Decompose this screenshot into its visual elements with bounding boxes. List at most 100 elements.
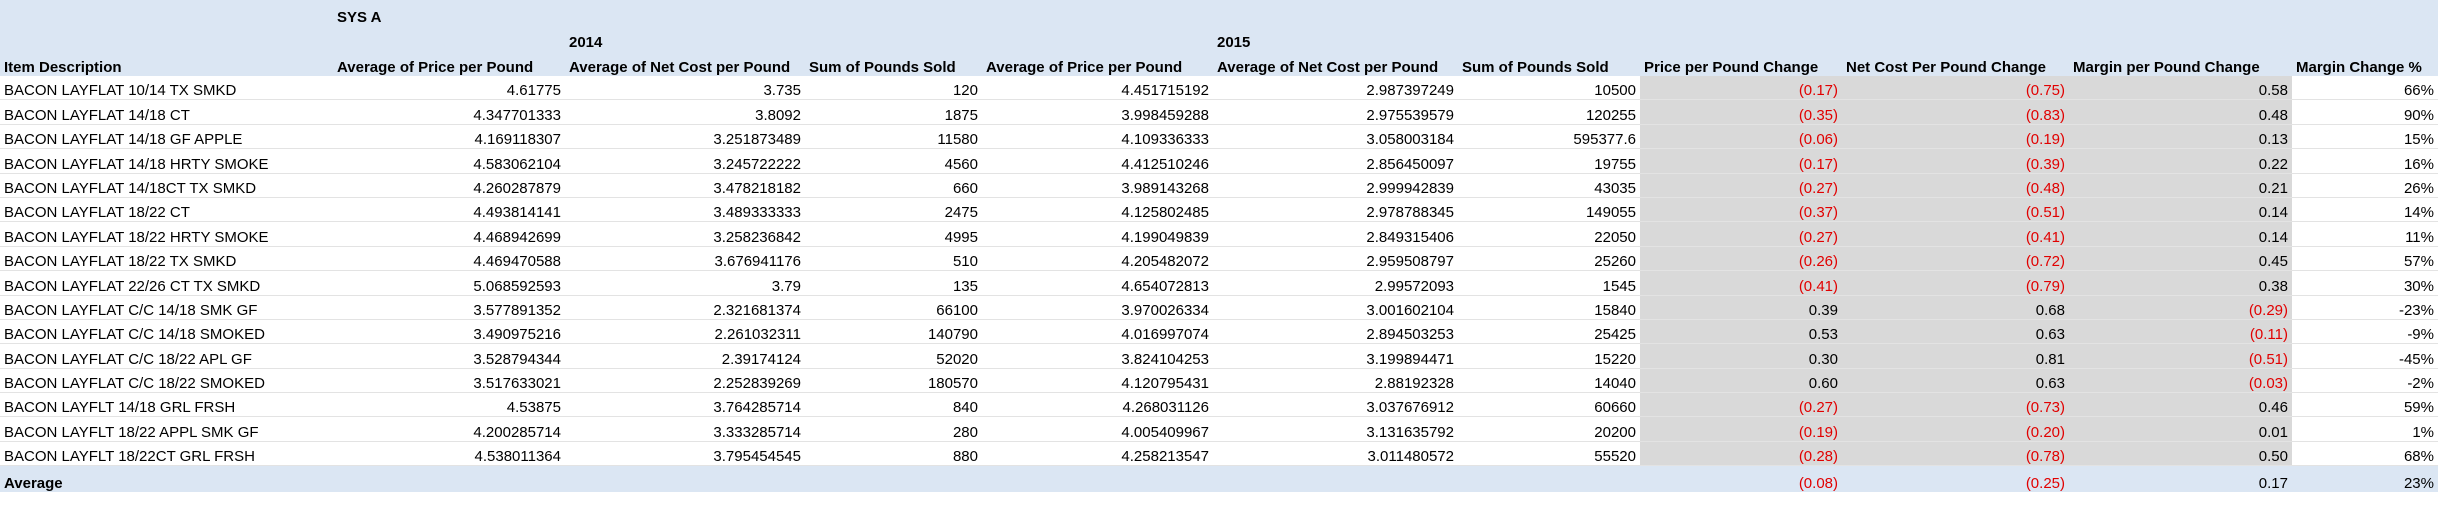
cell-2014-net-cost[interactable]: 2.321681374 [565, 295, 805, 320]
cell-2015-net-cost[interactable]: 2.99572093 [1213, 270, 1458, 296]
cell-margin-change[interactable]: 0.13 [2069, 124, 2292, 150]
cell-2015-price[interactable]: 4.205482072 [982, 246, 1213, 272]
cell-item-description[interactable]: BACON LAYFLT 18/22CT GRL FRSH [0, 441, 333, 467]
cell-item-description[interactable]: BACON LAYFLAT C/C 14/18 SMOKED [0, 319, 333, 345]
cell-margin-pct[interactable]: 1% [2292, 416, 2438, 442]
average-margin-pct[interactable]: 23% [2292, 465, 2438, 493]
cell-cost-change[interactable]: (0.39) [1842, 148, 2069, 174]
cell-margin-pct[interactable]: 15% [2292, 124, 2438, 150]
average-margin-change[interactable]: 0.17 [2069, 465, 2292, 493]
cell-margin-pct[interactable]: 59% [2292, 392, 2438, 418]
cell-2015-net-cost[interactable]: 2.987397249 [1213, 76, 1458, 101]
cell-margin-pct[interactable]: 68% [2292, 441, 2438, 467]
cell-2015-net-cost[interactable]: 2.999942839 [1213, 173, 1458, 198]
cell-margin-change[interactable]: 0.38 [2069, 270, 2292, 296]
cell-margin-pct[interactable]: 11% [2292, 221, 2438, 247]
cell-margin-pct[interactable]: 66% [2292, 76, 2438, 101]
cell-2015-price[interactable]: 4.412510246 [982, 148, 1213, 174]
cell-2015-net-cost[interactable]: 3.037676912 [1213, 392, 1458, 418]
cell-2014-pounds[interactable]: 510 [805, 246, 982, 272]
cell-margin-pct[interactable]: 16% [2292, 148, 2438, 174]
cell-cost-change[interactable]: (0.20) [1842, 416, 2069, 442]
average-price-change[interactable]: (0.08) [1640, 465, 1842, 493]
cell-margin-change[interactable]: 0.01 [2069, 416, 2292, 442]
cell-margin-pct[interactable]: -2% [2292, 368, 2438, 394]
cell-cost-change[interactable]: 0.63 [1842, 368, 2069, 394]
cell-item-description[interactable]: BACON LAYFLT 14/18 GRL FRSH [0, 392, 333, 418]
cell-margin-change[interactable]: (0.51) [2069, 343, 2292, 369]
cell-2015-pounds[interactable]: 43035 [1458, 173, 1640, 198]
cell-item-description[interactable]: BACON LAYFLAT 14/18 GF APPLE [0, 124, 333, 150]
column-header[interactable]: Margin Change % [2292, 51, 2438, 76]
cell-cost-change[interactable]: (0.78) [1842, 441, 2069, 467]
cell-cost-change[interactable]: (0.83) [1842, 99, 2069, 125]
year-2014-label[interactable]: 2014 [565, 26, 805, 51]
cell-2015-net-cost[interactable]: 2.978788345 [1213, 197, 1458, 223]
cell-margin-pct[interactable]: 90% [2292, 99, 2438, 125]
column-header[interactable]: Average of Net Cost per Pound [565, 51, 805, 76]
cell-item-description[interactable]: BACON LAYFLAT 14/18CT TX SMKD [0, 173, 333, 198]
cell-price-change[interactable]: (0.27) [1640, 392, 1842, 418]
cell-2014-net-cost[interactable]: 2.39174124 [565, 343, 805, 369]
cell-2014-pounds[interactable]: 120 [805, 76, 982, 101]
cell-cost-change[interactable]: 0.68 [1842, 295, 2069, 320]
cell-2014-price[interactable]: 3.490975216 [333, 319, 565, 345]
cell-2015-net-cost[interactable]: 2.959508797 [1213, 246, 1458, 272]
cell-2014-price[interactable]: 3.577891352 [333, 295, 565, 320]
cell-2014-pounds[interactable]: 66100 [805, 295, 982, 320]
cell-2015-net-cost[interactable]: 2.856450097 [1213, 148, 1458, 174]
cell-2014-price[interactable]: 4.53875 [333, 392, 565, 418]
cell-item-description[interactable]: BACON LAYFLAT 14/18 CT [0, 99, 333, 125]
cell-margin-pct[interactable]: -45% [2292, 343, 2438, 369]
cell-2014-pounds[interactable]: 52020 [805, 343, 982, 369]
cell-2014-price[interactable]: 4.583062104 [333, 148, 565, 174]
column-header[interactable]: Price per Pound Change [1640, 51, 1842, 76]
cell-2014-net-cost[interactable]: 3.251873489 [565, 124, 805, 150]
cell-2015-price[interactable]: 4.258213547 [982, 441, 1213, 467]
cell-2014-pounds[interactable]: 4560 [805, 148, 982, 174]
cell-2015-price[interactable]: 4.268031126 [982, 392, 1213, 418]
cell-2014-pounds[interactable]: 135 [805, 270, 982, 296]
cell-2014-pounds[interactable]: 660 [805, 173, 982, 198]
cell-2015-price[interactable]: 4.199049839 [982, 221, 1213, 247]
cell-margin-change[interactable]: 0.14 [2069, 221, 2292, 247]
cell-2015-pounds[interactable]: 25425 [1458, 319, 1640, 345]
cell-item-description[interactable]: BACON LAYFLAT C/C 18/22 APL GF [0, 343, 333, 369]
cell-2015-pounds[interactable]: 19755 [1458, 148, 1640, 174]
cell-2014-pounds[interactable]: 140790 [805, 319, 982, 345]
cell-2015-price[interactable]: 4.451715192 [982, 76, 1213, 101]
cell-2015-price[interactable]: 3.989143268 [982, 173, 1213, 198]
cell-item-description[interactable]: BACON LAYFLAT 22/26 CT TX SMKD [0, 270, 333, 296]
cell-margin-change[interactable]: (0.03) [2069, 368, 2292, 394]
cell-margin-change[interactable]: 0.46 [2069, 392, 2292, 418]
cell-item-description[interactable]: BACON LAYFLAT 10/14 TX SMKD [0, 76, 333, 101]
cell-2014-price[interactable]: 4.469470588 [333, 246, 565, 272]
cell-2015-pounds[interactable]: 1545 [1458, 270, 1640, 296]
cell-2015-pounds[interactable]: 10500 [1458, 76, 1640, 101]
cell-2014-net-cost[interactable]: 3.795454545 [565, 441, 805, 467]
cell-2014-net-cost[interactable]: 3.258236842 [565, 221, 805, 247]
cell-price-change[interactable]: 0.60 [1640, 368, 1842, 394]
cell-2015-pounds[interactable]: 15840 [1458, 295, 1640, 320]
cell-2014-pounds[interactable]: 11580 [805, 124, 982, 150]
cell-2015-pounds[interactable]: 14040 [1458, 368, 1640, 394]
cell-2014-price[interactable]: 4.61775 [333, 76, 565, 101]
cell-2015-pounds[interactable]: 120255 [1458, 99, 1640, 125]
cell-price-change[interactable]: 0.30 [1640, 343, 1842, 369]
cell-margin-pct[interactable]: 30% [2292, 270, 2438, 296]
cell-2014-pounds[interactable]: 880 [805, 441, 982, 467]
cell-2014-net-cost[interactable]: 3.245722222 [565, 148, 805, 174]
cell-item-description[interactable]: BACON LAYFLAT 18/22 HRTY SMOKE [0, 221, 333, 247]
cell-2015-price[interactable]: 4.109336333 [982, 124, 1213, 150]
cell-2014-price[interactable]: 3.528794344 [333, 343, 565, 369]
cell-2015-pounds[interactable]: 20200 [1458, 416, 1640, 442]
cell-margin-change[interactable]: 0.14 [2069, 197, 2292, 223]
cell-margin-change[interactable]: 0.21 [2069, 173, 2292, 198]
cell-2014-net-cost[interactable]: 2.261032311 [565, 319, 805, 345]
cell-margin-pct[interactable]: 57% [2292, 246, 2438, 272]
cell-price-change[interactable]: (0.27) [1640, 221, 1842, 247]
cell-2014-price[interactable]: 5.068592593 [333, 270, 565, 296]
column-header[interactable]: Average of Price per Pound [982, 51, 1213, 76]
year-2015-label[interactable]: 2015 [1213, 26, 1458, 51]
cell-cost-change[interactable]: (0.79) [1842, 270, 2069, 296]
